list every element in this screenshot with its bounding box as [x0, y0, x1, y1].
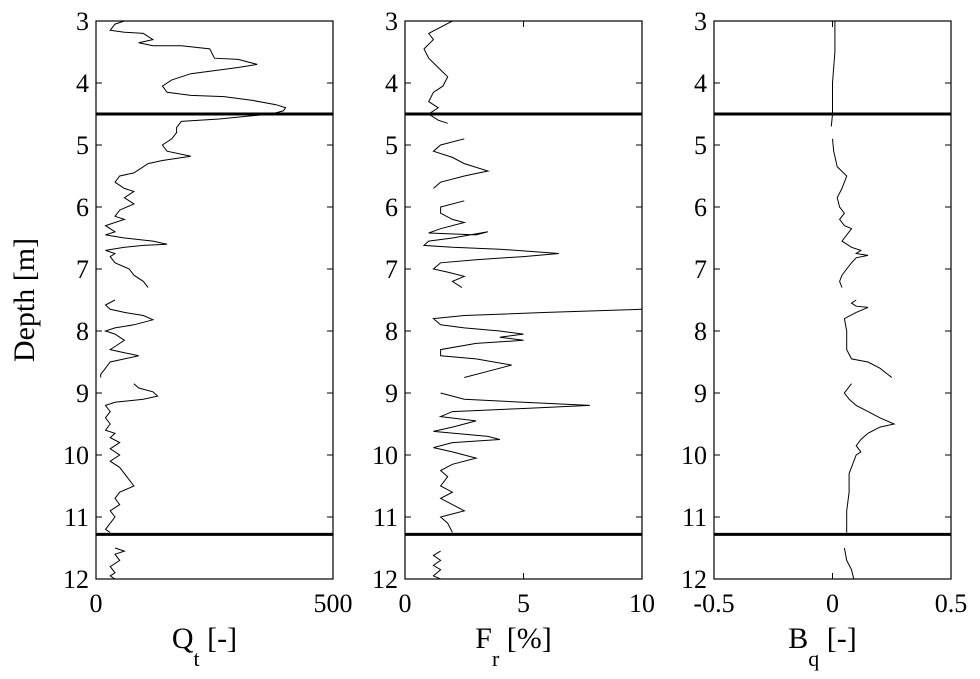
plot-frame: [404, 20, 643, 580]
y-axis-label: Depth [m]: [8, 238, 41, 362]
x-tick-label: 5: [517, 589, 530, 618]
y-tick-label: 12: [681, 565, 707, 594]
x-tick-label: 0.5: [935, 589, 968, 618]
y-tick-label: 5: [694, 131, 707, 160]
y-tick-label: 8: [76, 317, 89, 346]
series-line: [100, 299, 155, 378]
y-tick-label: 4: [385, 69, 398, 98]
y-tick-label: 11: [373, 503, 398, 532]
y-tick-label: 8: [385, 317, 398, 346]
x-axis-label: Qt [-]: [172, 622, 237, 671]
y-tick-label: 11: [682, 503, 707, 532]
x-tick-label: 10: [629, 589, 655, 618]
x-tick-label: -0.5: [693, 589, 734, 618]
y-tick-label: 4: [76, 69, 89, 98]
series-line: [422, 200, 560, 289]
x-tick-label: 0: [826, 589, 839, 618]
y-tick-label: 12: [372, 565, 398, 594]
y-tick-label: 5: [76, 131, 89, 160]
series-line: [843, 383, 896, 533]
panel-3: 3 4 5 6 7 8 9 10 11 12-0.5 0 0.5 Bq [-]: [681, 7, 967, 671]
series-line: [830, 21, 836, 127]
y-tick-label: 10: [372, 441, 398, 470]
series-line: [104, 383, 159, 533]
y-tick-label: 8: [694, 317, 707, 346]
panel-1: 3 4 5 6 7 8 9 10 11 120 500 Qt [-] Depth [m]: [8, 7, 353, 671]
y-tick-label: 6: [385, 193, 398, 222]
y-tick-label: 3: [76, 7, 89, 36]
series-line: [832, 138, 869, 288]
y-tick-label: 7: [76, 255, 89, 284]
y-tick-label: 5: [385, 131, 398, 160]
series-line: [433, 392, 590, 533]
y-tick-label: 6: [76, 193, 89, 222]
plot-frame: [95, 20, 334, 580]
series-line: [109, 547, 126, 579]
y-tick-label: 9: [76, 379, 89, 408]
y-tick-label: 4: [694, 69, 707, 98]
y-tick-label: 3: [385, 7, 398, 36]
y-tick-label: 10: [63, 441, 89, 470]
series-line: [432, 308, 642, 378]
series-line: [843, 547, 855, 579]
y-tick-label: 7: [694, 255, 707, 284]
series-line: [104, 21, 287, 288]
y-tick-label: 9: [694, 379, 707, 408]
y-tick-label: 12: [63, 565, 89, 594]
y-tick-label: 7: [385, 255, 398, 284]
panel-2: 3 4 5 6 7 8 9 10 11 120 5 10 Fr [%]: [372, 7, 655, 671]
series-line: [843, 299, 893, 378]
y-tick-label: 10: [681, 441, 707, 470]
series-line: [423, 21, 453, 124]
y-tick-label: 9: [385, 379, 398, 408]
y-tick-label: 3: [694, 7, 707, 36]
x-axis-label: Fr [%]: [475, 622, 552, 671]
y-tick-label: 11: [64, 503, 89, 532]
x-axis-label: Bq [-]: [788, 622, 857, 671]
x-tick-label: 0: [90, 589, 103, 618]
series-line: [432, 138, 490, 189]
x-tick-label: 0: [399, 589, 412, 618]
y-tick-label: 6: [694, 193, 707, 222]
x-tick-label: 500: [314, 589, 353, 618]
series-line: [432, 550, 442, 579]
